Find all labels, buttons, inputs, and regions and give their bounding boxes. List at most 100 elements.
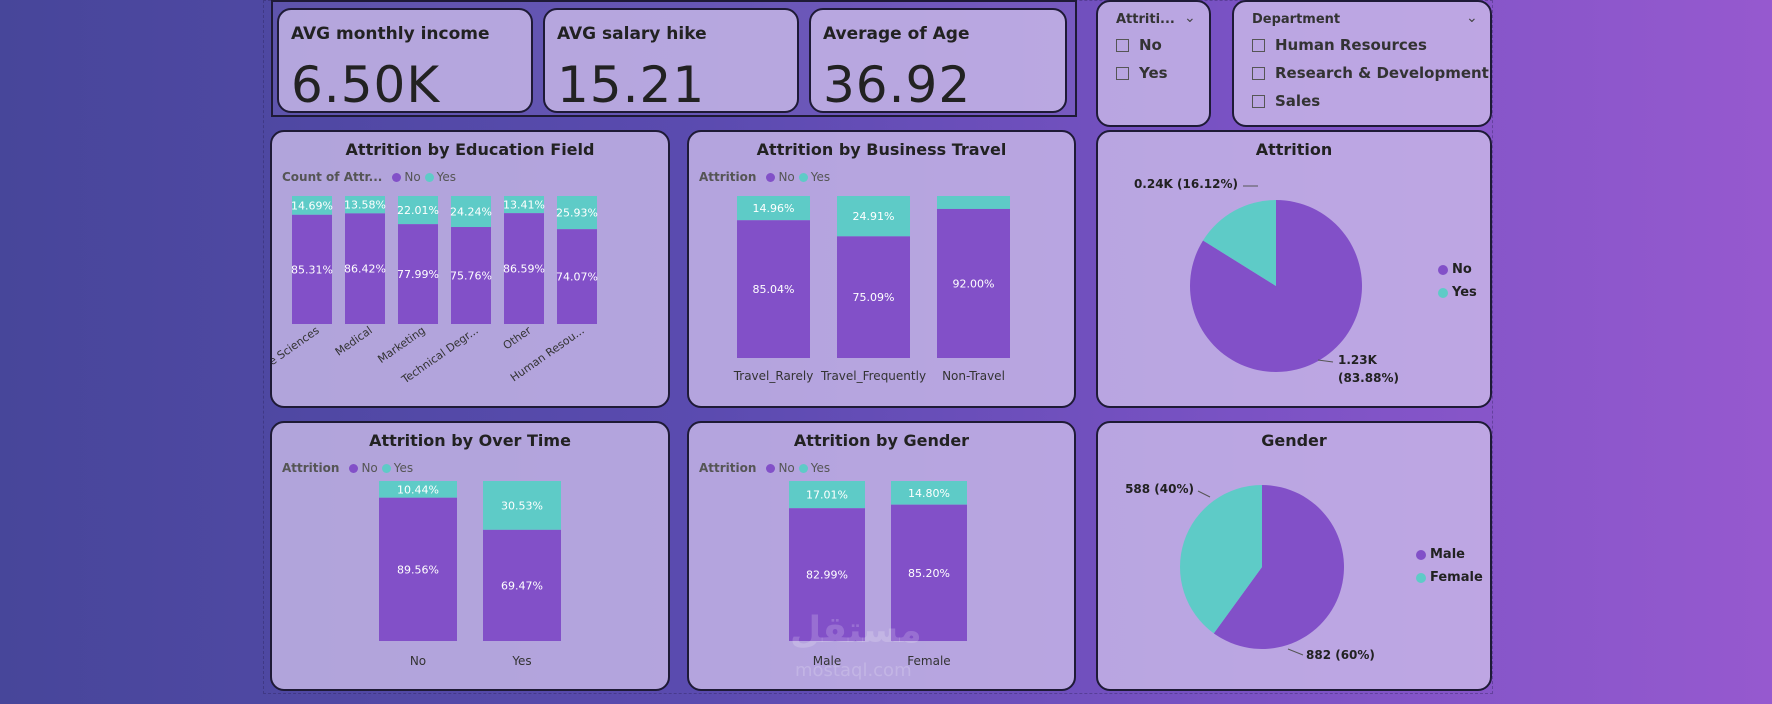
slicer-option-yes[interactable]: Yes	[1116, 64, 1168, 82]
bar-no-1[interactable]	[483, 529, 561, 641]
data-label-no-2: 92.00%	[953, 277, 995, 290]
bar-no-0[interactable]	[292, 214, 332, 324]
bar-yes-1[interactable]	[483, 481, 561, 530]
data-label-yes-0: 14.69%	[291, 199, 333, 212]
slicer-option-no[interactable]: No	[1116, 36, 1162, 54]
checkbox-icon[interactable]	[1252, 38, 1265, 52]
bar-yes-3[interactable]	[451, 196, 491, 228]
bar-no-1[interactable]	[891, 504, 967, 641]
kpi-title: AVG salary hike	[557, 24, 707, 44]
data-label-yes-1: 14.80%	[908, 487, 950, 500]
kpi-card-salary-hike[interactable]: AVG salary hike 15.21	[543, 8, 799, 114]
bar-no-1[interactable]	[345, 213, 385, 324]
chart-attrition-pie[interactable]: Attrition 1.23K (83.88%) 0.24K (16.12%) No…	[1096, 130, 1492, 408]
bar-yes-0[interactable]	[292, 196, 332, 215]
bar-yes-2[interactable]	[937, 196, 1010, 209]
slicer-option-research[interactable]: Research & Development	[1252, 64, 1489, 82]
kpi-title: Average of Age	[823, 24, 970, 44]
legend-dot	[1416, 549, 1426, 560]
kpi-card-income[interactable]: AVG monthly income 6.50K	[277, 8, 533, 114]
bar-yes-1[interactable]	[891, 481, 967, 505]
chart-gender-pie[interactable]: Gender 882 (60%) 588 (40%) Male Female	[1096, 421, 1492, 691]
data-label-no-4: 86.59%	[503, 263, 545, 276]
bar-yes-5[interactable]	[557, 196, 597, 230]
legend-item-no[interactable]: No	[1438, 262, 1477, 277]
leader-line-0	[1317, 359, 1334, 363]
data-label-yes-0: 17.01%	[806, 489, 848, 502]
attrition-slicer[interactable]: Attriti... ⌄ No Yes	[1096, 0, 1211, 127]
kpi-card-age[interactable]: Average of Age 36.92	[809, 8, 1067, 114]
bar-no-2[interactable]	[937, 208, 1010, 358]
legend-dot-no	[766, 463, 776, 473]
chart-attrition-by-gender[interactable]: Attrition by Gender Attrition No Yes 17.…	[687, 421, 1076, 691]
x-tick-label-4: Other	[501, 324, 534, 353]
slicer-option-sales[interactable]: Sales	[1252, 92, 1320, 110]
legend-dot	[1438, 264, 1448, 275]
legend-label-yes: Yes	[393, 461, 414, 475]
data-label-yes-1: 24.91%	[853, 210, 895, 223]
bar-no-5[interactable]	[557, 229, 597, 324]
bar-no-3[interactable]	[451, 227, 491, 324]
chevron-down-icon[interactable]: ⌄	[1184, 10, 1196, 26]
chart-legend: Attrition No Yes	[282, 461, 413, 475]
pie-slice-yes[interactable]	[1203, 200, 1276, 286]
checkbox-icon[interactable]	[1116, 38, 1129, 52]
pie-data-label-line2-0: (83.88%)	[1338, 371, 1399, 385]
bar-no-0[interactable]	[789, 508, 865, 641]
pie-slice-male[interactable]	[1213, 485, 1344, 649]
bar-no-4[interactable]	[504, 213, 544, 324]
checkbox-icon[interactable]	[1116, 66, 1129, 80]
bar-yes-2[interactable]	[398, 196, 438, 225]
bar-yes-1[interactable]	[837, 196, 910, 237]
legend-label-no: No	[404, 170, 421, 184]
bar-chart-svg: 10.44% 89.56% No 30.53% 69.47% Yes	[379, 481, 561, 668]
slicer-option-label: Human Resources	[1275, 36, 1427, 54]
chart-title: Attrition by Over Time	[369, 431, 571, 450]
chart-attrition-by-education-field[interactable]: Attrition by Education Field Count of At…	[256, 130, 670, 408]
slicer-option-label: Yes	[1139, 64, 1168, 82]
bar-no-0[interactable]	[737, 220, 810, 358]
slicer-title: Attriti...	[1116, 12, 1175, 27]
checkbox-icon[interactable]	[1252, 94, 1265, 108]
bar-yes-0[interactable]	[737, 196, 810, 221]
data-label-no-0: 82.99%	[806, 569, 848, 582]
kpi-value: 6.50K	[291, 56, 441, 114]
legend-dot-yes	[798, 463, 808, 473]
bar-yes-0[interactable]	[379, 481, 457, 498]
legend-dot	[1416, 572, 1426, 583]
legend-item-female[interactable]: Female	[1416, 570, 1483, 585]
legend-dot-yes	[381, 463, 391, 473]
legend-label-yes: Yes	[810, 461, 831, 475]
chart-attrition-by-over-time[interactable]: Attrition by Over Time Attrition No Yes …	[270, 421, 670, 691]
legend-dot-yes	[798, 172, 808, 182]
pie-slice-female[interactable]	[1180, 485, 1262, 634]
pie-data-label-0: 1.23K	[1338, 353, 1378, 367]
chart-attrition-by-business-travel[interactable]: Attrition by Business Travel Attrition N…	[687, 130, 1076, 408]
legend-title: Attrition	[699, 170, 757, 184]
legend-label: No	[1452, 262, 1472, 277]
legend-item-male[interactable]: Male	[1416, 547, 1483, 562]
legend-label-no: No	[778, 170, 795, 184]
checkbox-icon[interactable]	[1252, 66, 1265, 80]
legend-item-yes[interactable]: Yes	[1438, 285, 1477, 300]
chevron-down-icon[interactable]: ⌄	[1466, 10, 1478, 26]
bar-chart-svg: 17.01% 82.99% Male 14.80% 85.20% Female	[789, 481, 967, 668]
bar-chart-svg: 14.69% 85.31% Life Sciences 13.58% 86.42% Med…	[256, 196, 598, 387]
kpi-group: AVG monthly income 6.50K AVG salary hike…	[271, 0, 1077, 117]
x-tick-label-1: Yes	[511, 654, 531, 668]
department-slicer[interactable]: Department ⌄ Human Resources Research & …	[1232, 0, 1492, 127]
pie-legend: Male Female	[1416, 547, 1483, 593]
slicer-option-human-resources[interactable]: Human Resources	[1252, 36, 1427, 54]
bar-no-2[interactable]	[398, 224, 438, 324]
chart-legend: Count of Attr... No Yes	[282, 170, 456, 184]
bar-yes-0[interactable]	[789, 481, 865, 509]
chart-title: Attrition	[1255, 140, 1333, 159]
bar-yes-1[interactable]	[345, 196, 385, 214]
chart-title: Attrition by Gender	[793, 431, 970, 450]
bar-yes-4[interactable]	[504, 196, 544, 214]
bar-no-1[interactable]	[837, 236, 910, 358]
chart-title: Gender	[1261, 431, 1327, 450]
legend-dot-yes	[424, 172, 434, 182]
slicer-title: Department	[1252, 12, 1341, 27]
bar-no-0[interactable]	[379, 497, 457, 641]
